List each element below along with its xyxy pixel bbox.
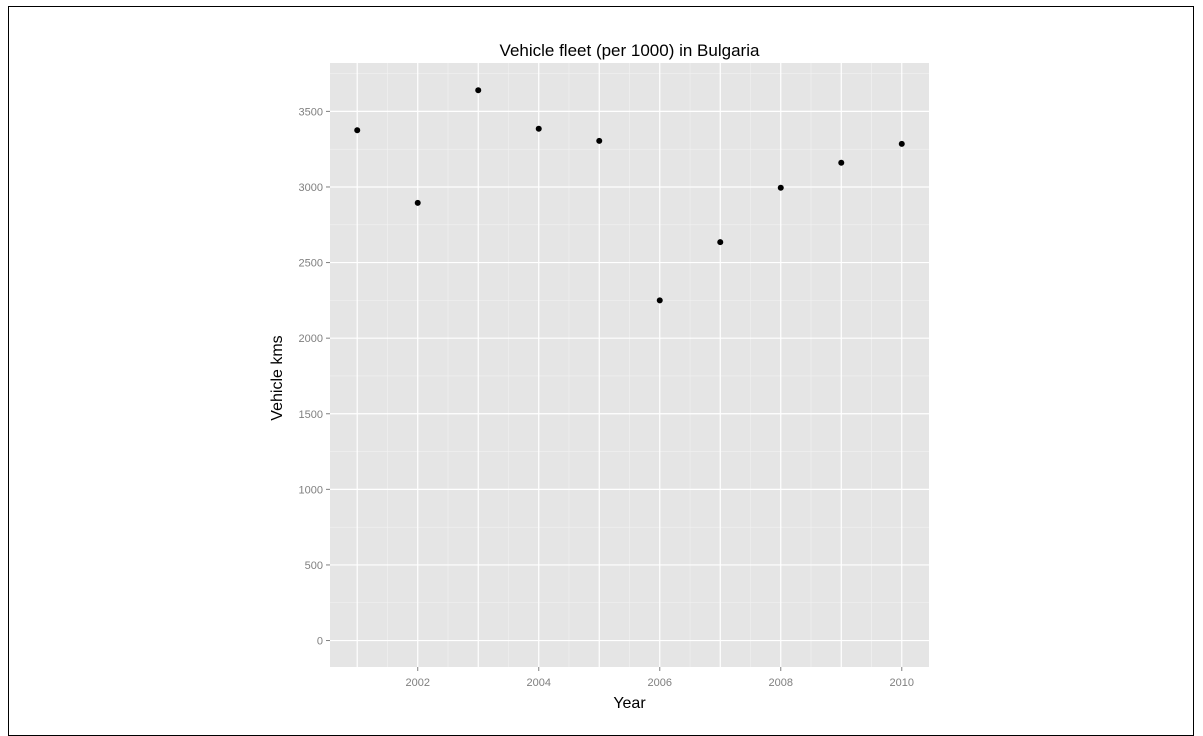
data-point bbox=[354, 127, 361, 134]
data-point bbox=[656, 297, 663, 304]
x-tick-label: 2008 bbox=[769, 677, 793, 689]
y-tick-label: 0 bbox=[317, 636, 323, 648]
x-axis-ticks: 2002 2004 2006 2008 2010 bbox=[405, 667, 914, 689]
grid-minor bbox=[330, 63, 929, 667]
data-point bbox=[596, 137, 603, 144]
data-point bbox=[898, 140, 905, 147]
data-point bbox=[535, 125, 542, 132]
data-point bbox=[414, 199, 421, 206]
y-tick-label: 3000 bbox=[299, 182, 323, 194]
x-tick-label: 2010 bbox=[890, 677, 914, 689]
x-axis-label: Year bbox=[613, 695, 646, 712]
data-point bbox=[475, 87, 482, 94]
y-tick-label: 2500 bbox=[299, 258, 323, 270]
y-axis-label: Vehicle kms bbox=[269, 335, 286, 421]
x-tick-label: 2006 bbox=[648, 677, 672, 689]
data-point bbox=[717, 239, 724, 246]
chart-title: Vehicle fleet (per 1000) in Bulgaria bbox=[499, 41, 760, 60]
x-tick-label: 2002 bbox=[405, 677, 429, 689]
x-tick-label: 2004 bbox=[527, 677, 551, 689]
data-point bbox=[838, 159, 845, 166]
y-tick-label: 500 bbox=[305, 560, 323, 572]
y-tick-label: 1500 bbox=[299, 409, 323, 421]
y-tick-label: 3500 bbox=[299, 106, 323, 118]
y-tick-label: 2000 bbox=[299, 333, 323, 345]
y-tick-label: 1000 bbox=[299, 484, 323, 496]
data-point bbox=[777, 184, 784, 191]
y-axis-ticks: 0 500 1000 1500 2000 2500 3000 3500 bbox=[299, 106, 330, 648]
data-points bbox=[354, 87, 905, 304]
grid-major bbox=[330, 63, 929, 667]
